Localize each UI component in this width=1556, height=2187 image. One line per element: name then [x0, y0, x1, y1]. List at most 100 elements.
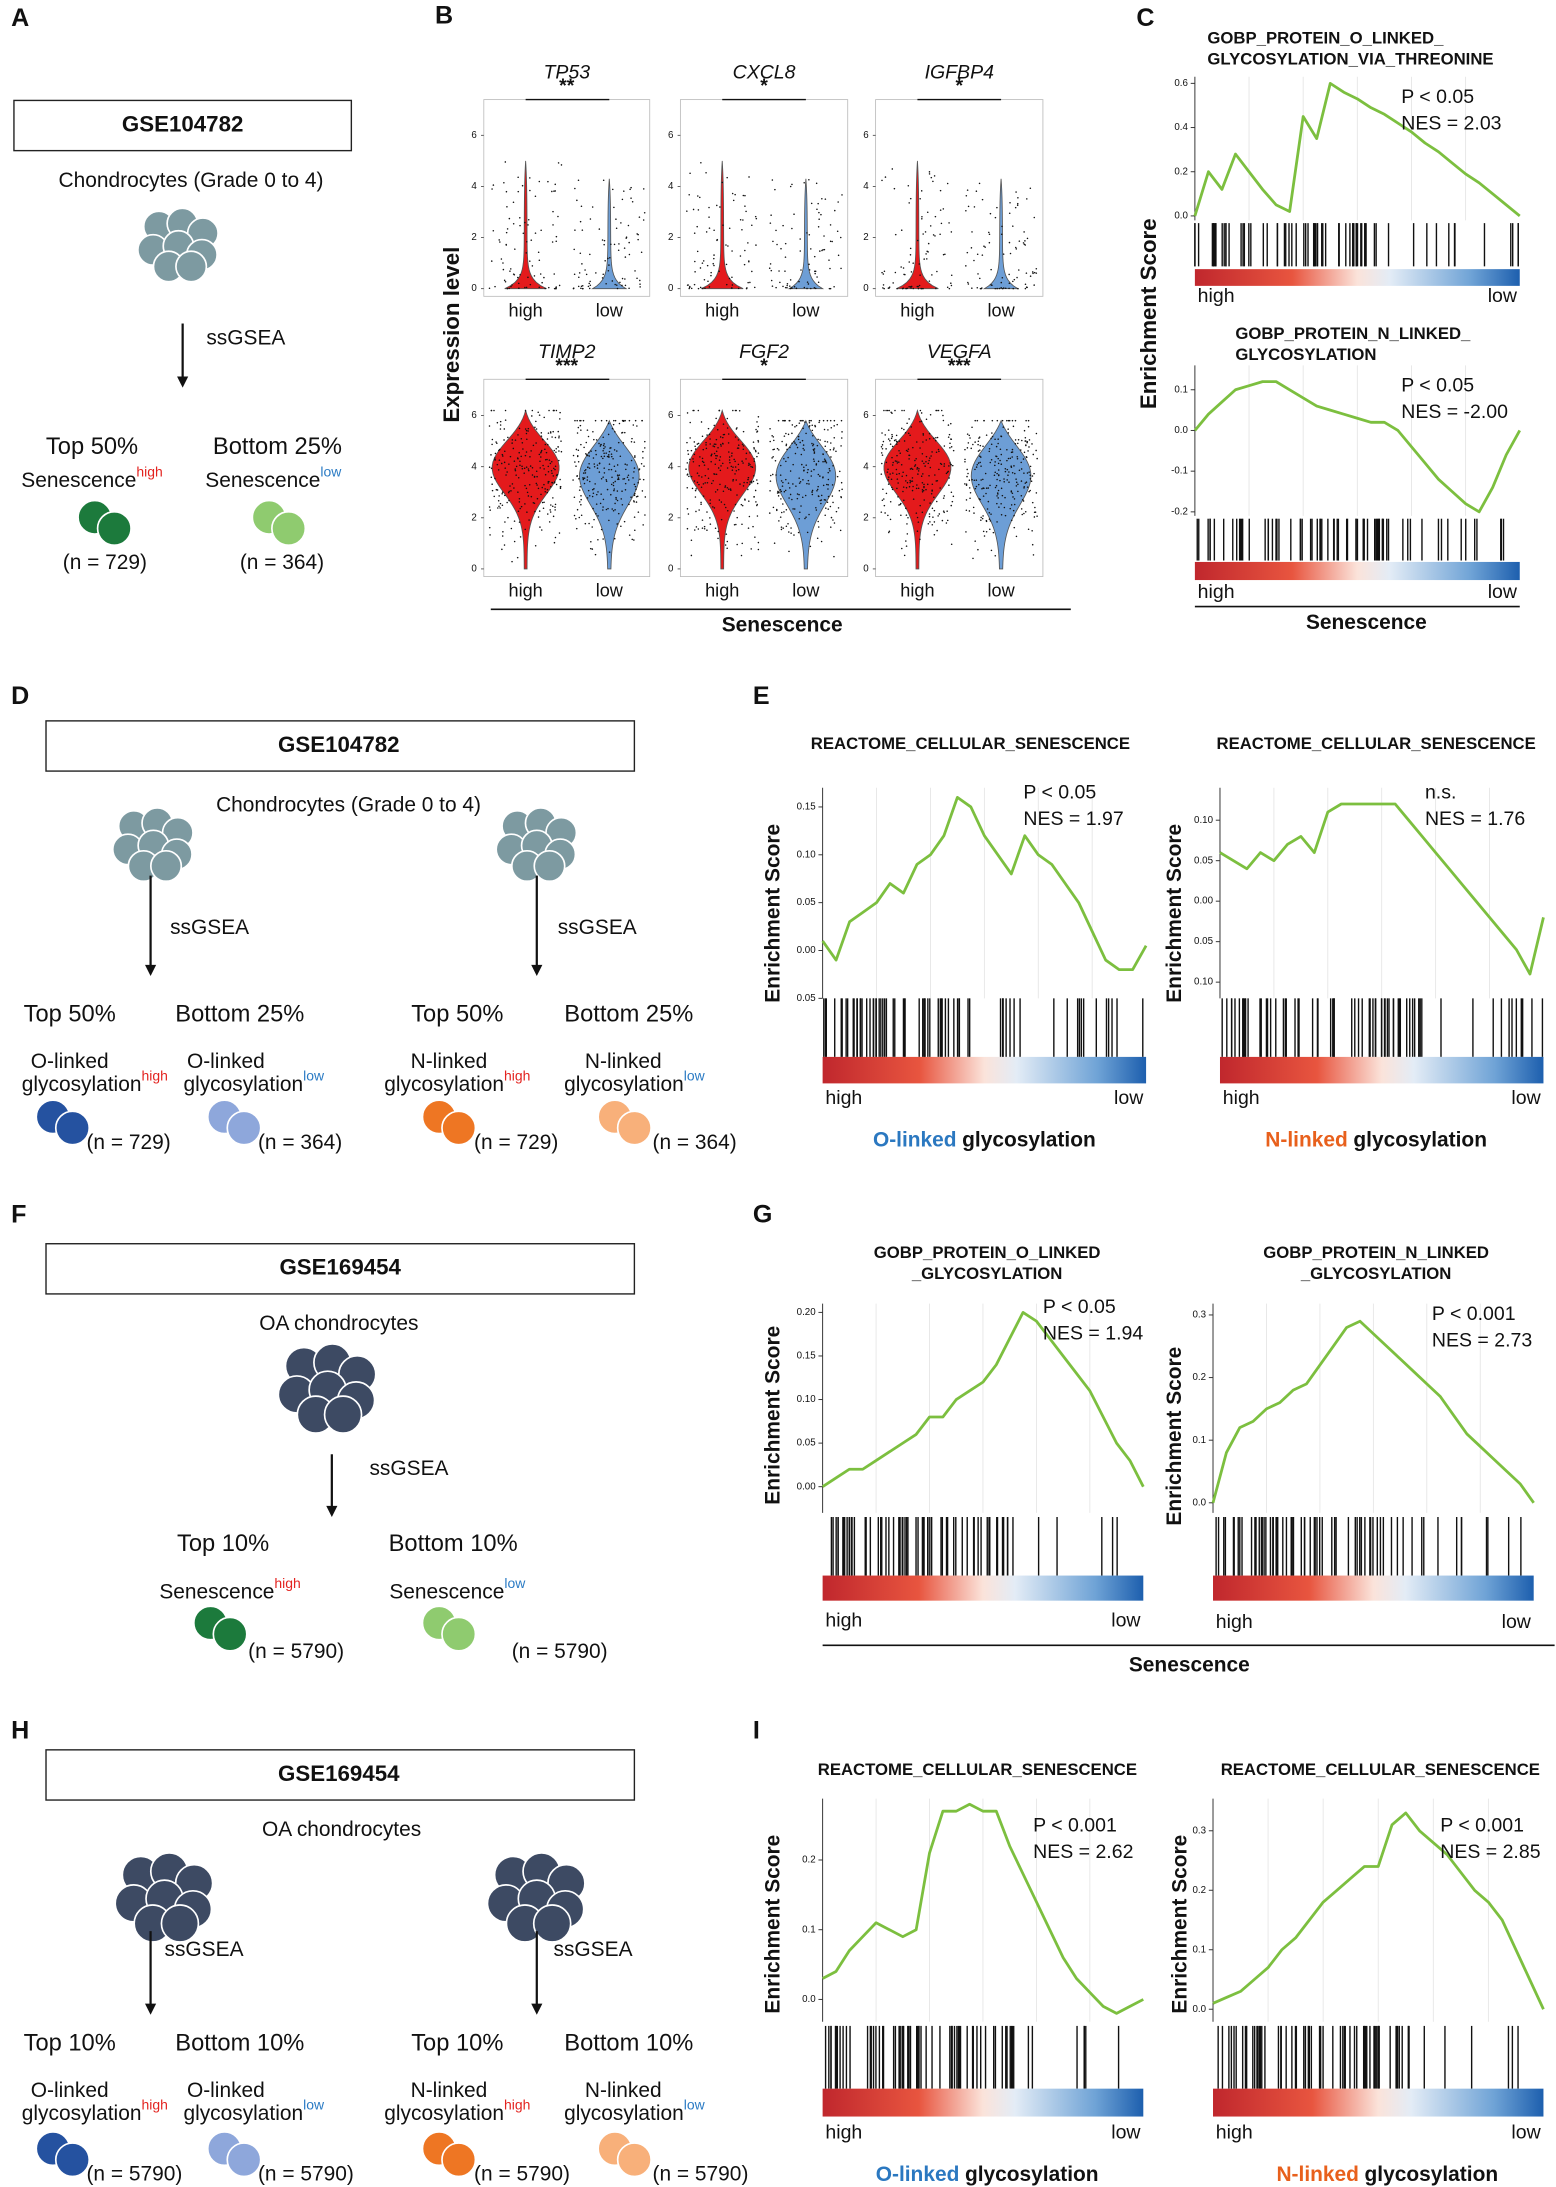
point	[781, 440, 783, 443]
point	[548, 409, 550, 412]
point	[751, 270, 753, 273]
point	[803, 286, 806, 289]
point	[884, 512, 886, 514]
point	[686, 474, 689, 476]
y-tick-label: 4	[668, 461, 674, 472]
low-label: low	[1511, 2121, 1541, 2143]
point	[899, 503, 901, 506]
point	[724, 485, 727, 487]
point	[1011, 456, 1013, 458]
point	[1006, 468, 1009, 471]
label: Top 50%	[46, 434, 138, 460]
significance: *	[760, 75, 768, 97]
point	[907, 184, 910, 187]
y-tick-label: 0.05	[797, 993, 817, 1004]
point	[828, 259, 830, 261]
point	[537, 251, 540, 253]
point	[530, 450, 532, 452]
point	[715, 438, 718, 441]
point	[939, 487, 941, 489]
point	[529, 177, 531, 179]
point	[934, 474, 936, 476]
cell	[533, 849, 566, 883]
label: (n = 729)	[63, 551, 147, 574]
point	[612, 484, 615, 487]
point	[918, 284, 921, 287]
point	[999, 479, 1001, 482]
point	[623, 520, 626, 523]
point	[814, 272, 816, 275]
point	[985, 487, 988, 489]
y-tick-label: 0.00	[797, 1481, 817, 1492]
point	[554, 190, 556, 192]
point	[895, 443, 898, 445]
point	[693, 283, 696, 286]
point	[512, 201, 515, 203]
point	[616, 464, 619, 466]
point	[779, 464, 782, 467]
point	[840, 481, 843, 484]
cell	[212, 1616, 248, 1652]
y-tick-label: 0	[471, 563, 477, 574]
point	[755, 244, 757, 246]
point	[521, 184, 524, 187]
point	[931, 507, 934, 510]
point	[1000, 487, 1003, 490]
arrow-head	[145, 964, 157, 977]
point	[718, 459, 721, 461]
point	[833, 522, 836, 524]
point	[982, 478, 984, 481]
point	[880, 473, 883, 475]
group-label: glycosylationhigh	[384, 1067, 530, 1095]
point	[835, 450, 837, 453]
point	[526, 240, 528, 243]
point	[917, 487, 920, 490]
point	[638, 216, 641, 218]
arrow-head	[145, 2003, 157, 2015]
plot-title: REACTOME_CELLULAR_SENESCENCE	[1217, 734, 1536, 753]
point	[687, 513, 690, 515]
point	[513, 540, 516, 543]
point	[903, 409, 905, 412]
point	[1025, 481, 1028, 483]
point	[906, 533, 909, 535]
point	[518, 501, 521, 503]
point	[829, 470, 831, 472]
nes: NES = -2.00	[1401, 401, 1508, 423]
point	[806, 232, 808, 234]
point	[1023, 472, 1025, 474]
point	[595, 272, 597, 274]
point	[916, 239, 919, 242]
point	[824, 514, 826, 516]
y-tick-label: 2	[471, 232, 476, 243]
point	[830, 516, 833, 519]
point	[1026, 472, 1029, 474]
point	[712, 479, 714, 482]
point	[939, 189, 942, 192]
point	[1033, 216, 1036, 219]
point	[506, 228, 509, 230]
point	[745, 210, 747, 213]
point	[552, 475, 555, 477]
point	[580, 503, 582, 506]
significance: ***	[555, 355, 578, 377]
point	[1010, 519, 1013, 522]
point	[752, 441, 755, 443]
group-label: glycosylationlow	[564, 2096, 706, 2124]
point	[596, 467, 599, 469]
point	[633, 516, 636, 518]
point	[997, 438, 999, 440]
point	[498, 459, 501, 461]
y-tick-label: 0.1	[1192, 1944, 1206, 1955]
point	[988, 512, 991, 514]
point	[610, 468, 613, 471]
point	[929, 414, 932, 416]
point	[513, 273, 516, 276]
point	[572, 479, 574, 481]
point	[948, 433, 951, 436]
point	[557, 215, 559, 218]
point	[630, 440, 633, 443]
point	[1032, 272, 1034, 275]
point	[885, 461, 888, 464]
point	[713, 254, 715, 256]
